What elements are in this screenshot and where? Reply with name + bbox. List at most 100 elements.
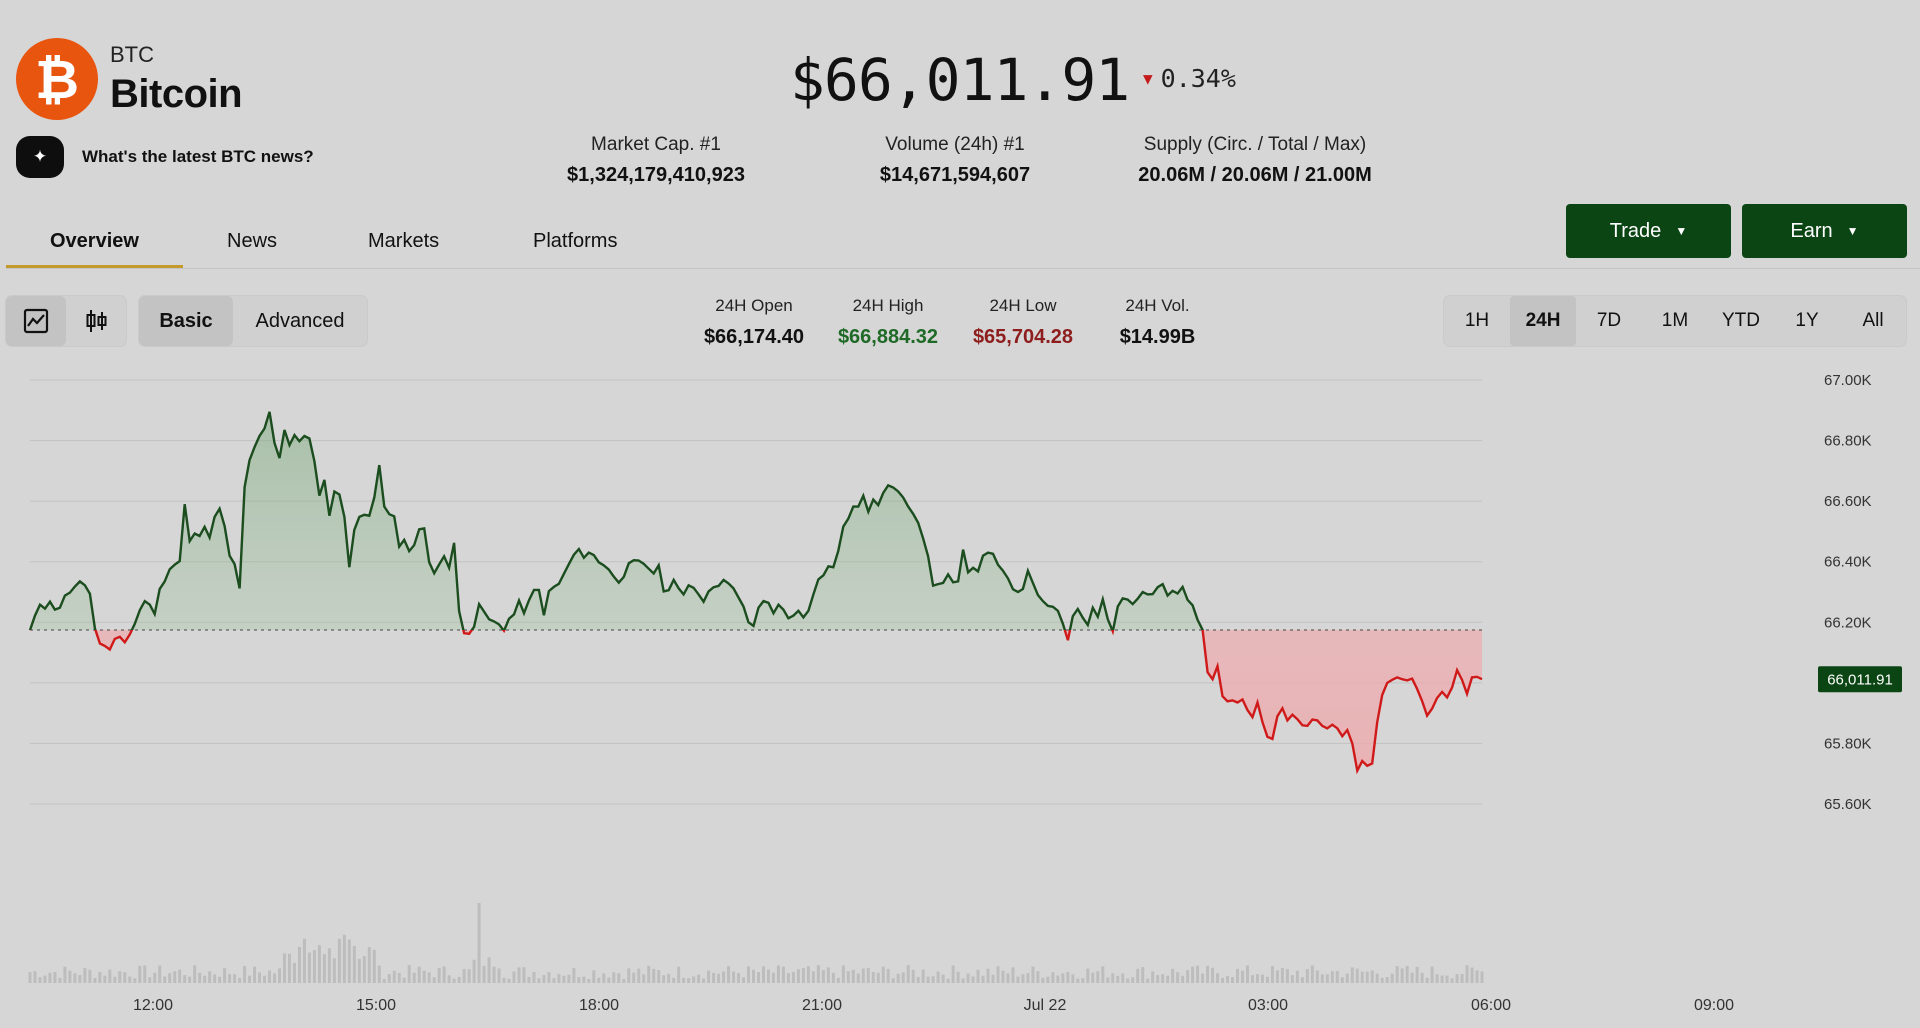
volume-bar [427,972,431,983]
volume-bar [168,973,172,983]
x-tick-label: 03:00 [1248,997,1288,1014]
y-tick-label: 65.60K [1824,796,1872,813]
volume-bar [1340,977,1344,983]
time-range-selector: 1H 24H 7D 1M YTD 1Y All [1444,296,1906,346]
volume-bar [1021,974,1025,983]
y-tick-label: 65.80K [1824,735,1872,752]
volume-bar [272,973,276,983]
volume-bar [447,975,451,983]
volume-bar [342,934,346,983]
volume-bar [911,969,915,983]
range-ytd-button[interactable]: YTD [1722,310,1760,331]
down-triangle-icon: ▼ [1143,69,1153,88]
volume-bar [727,966,731,983]
volume-bar [123,972,127,983]
volume-bar [133,978,137,983]
volume-bar [1300,977,1304,983]
volume-bar [1305,969,1309,983]
range-7d-button[interactable]: 7D [1596,310,1622,331]
volume-bar [392,970,396,983]
basic-mode-button[interactable]: Basic [139,296,233,346]
volume-bar [861,968,865,983]
range-1h-button[interactable]: 1H [1464,310,1490,331]
volume-bar [457,976,461,983]
volume-bar [88,969,92,983]
price-chart[interactable]: 67.00K66.80K66.60K66.40K66.20K66.00K65.8… [0,360,1920,1028]
volume-bar [322,954,326,983]
market-cap-value: $1,324,179,410,923 [567,164,745,186]
volume-bar [667,973,671,983]
volume-bar [826,967,830,983]
volume-bar [1385,977,1389,983]
coin-name: Bitcoin [110,72,243,116]
line-chart-icon[interactable] [6,296,66,346]
trade-label: Trade [1609,219,1662,242]
volume-bar [961,978,965,983]
volume-bar [1061,973,1065,983]
volume-bar [238,977,242,983]
volume-label: Volume (24h) #1 [885,134,1025,155]
volume-bar [986,968,990,983]
volume-bar [881,966,885,983]
volume-bar [407,965,411,983]
x-axis: 12:00 15:00 18:00 21:00 Jul 22 03:00 06:00 09:0… [133,997,1734,1014]
earn-button[interactable]: Earn ▼ [1742,204,1907,258]
volume-bar [327,948,331,983]
y-tick-label: 66.60K [1824,493,1872,510]
market-cap-stat: Market Cap. #1 $1,324,179,410,923 [540,134,772,187]
volume-bar [437,967,441,983]
current-price-tag-bg [1818,666,1902,693]
volume-bar [537,978,541,983]
volume-bar [1405,966,1409,983]
news-prompt-button[interactable]: ✦ What's the latest BTC news? [16,136,314,178]
volume-bar [377,965,381,983]
volume-bar [297,946,301,983]
volume-bar [1236,968,1240,983]
low-value: $65,704.28 [972,326,1074,348]
y-tick-label: 66.80K [1824,433,1872,450]
volume-bar [1365,971,1369,983]
volume-bar [722,971,726,983]
volume-bar [1181,975,1185,983]
tab-markets[interactable]: Markets [368,230,440,252]
volume-bar [1191,966,1195,983]
chart-type-toggle [6,296,126,346]
volume-bar [248,975,252,983]
volume-bar [522,967,526,983]
range-1m-button[interactable]: 1M [1661,310,1689,331]
candlestick-chart-icon[interactable] [66,296,126,346]
volume-bar [138,965,142,983]
volume-bar [148,977,152,983]
volume-bar [527,976,531,983]
tab-overview[interactable]: Overview [50,230,139,252]
volume-bar [1001,970,1005,983]
volume-bar [312,950,316,983]
advanced-mode-button[interactable]: Advanced [255,309,345,332]
volume-bar [362,956,366,983]
tab-platforms[interactable]: Platforms [533,230,618,252]
supply-stat: Supply (Circ. / Total / Max) 20.06M / 20… [1100,134,1410,187]
volume-bar [1265,976,1269,983]
volume-bar [442,966,446,983]
low-stat: 24H Low $65,704.28 [958,296,1088,349]
tab-news[interactable]: News [227,230,278,252]
volume-bar [367,947,371,983]
open-value: $66,174.40 [703,326,805,348]
range-24h-button[interactable]: 24H [1510,296,1576,346]
volume-bar [1275,970,1279,983]
high-stat: 24H High $66,884.32 [822,296,954,349]
volume-bar [317,945,321,983]
volume-bar [931,976,935,983]
volume-bar [48,972,52,983]
volume-bar [1201,973,1205,983]
range-all-button[interactable]: All [1862,310,1884,331]
range-1y-button[interactable]: 1Y [1795,310,1819,331]
volume-bar [53,971,57,983]
trade-button[interactable]: Trade ▼ [1566,204,1731,258]
volume-bar [692,976,696,983]
volume-bar [78,975,82,983]
volume-bar [1325,974,1329,983]
volume-bar [1041,977,1045,983]
volume-bar [1211,967,1215,983]
volume-bar [627,968,631,983]
